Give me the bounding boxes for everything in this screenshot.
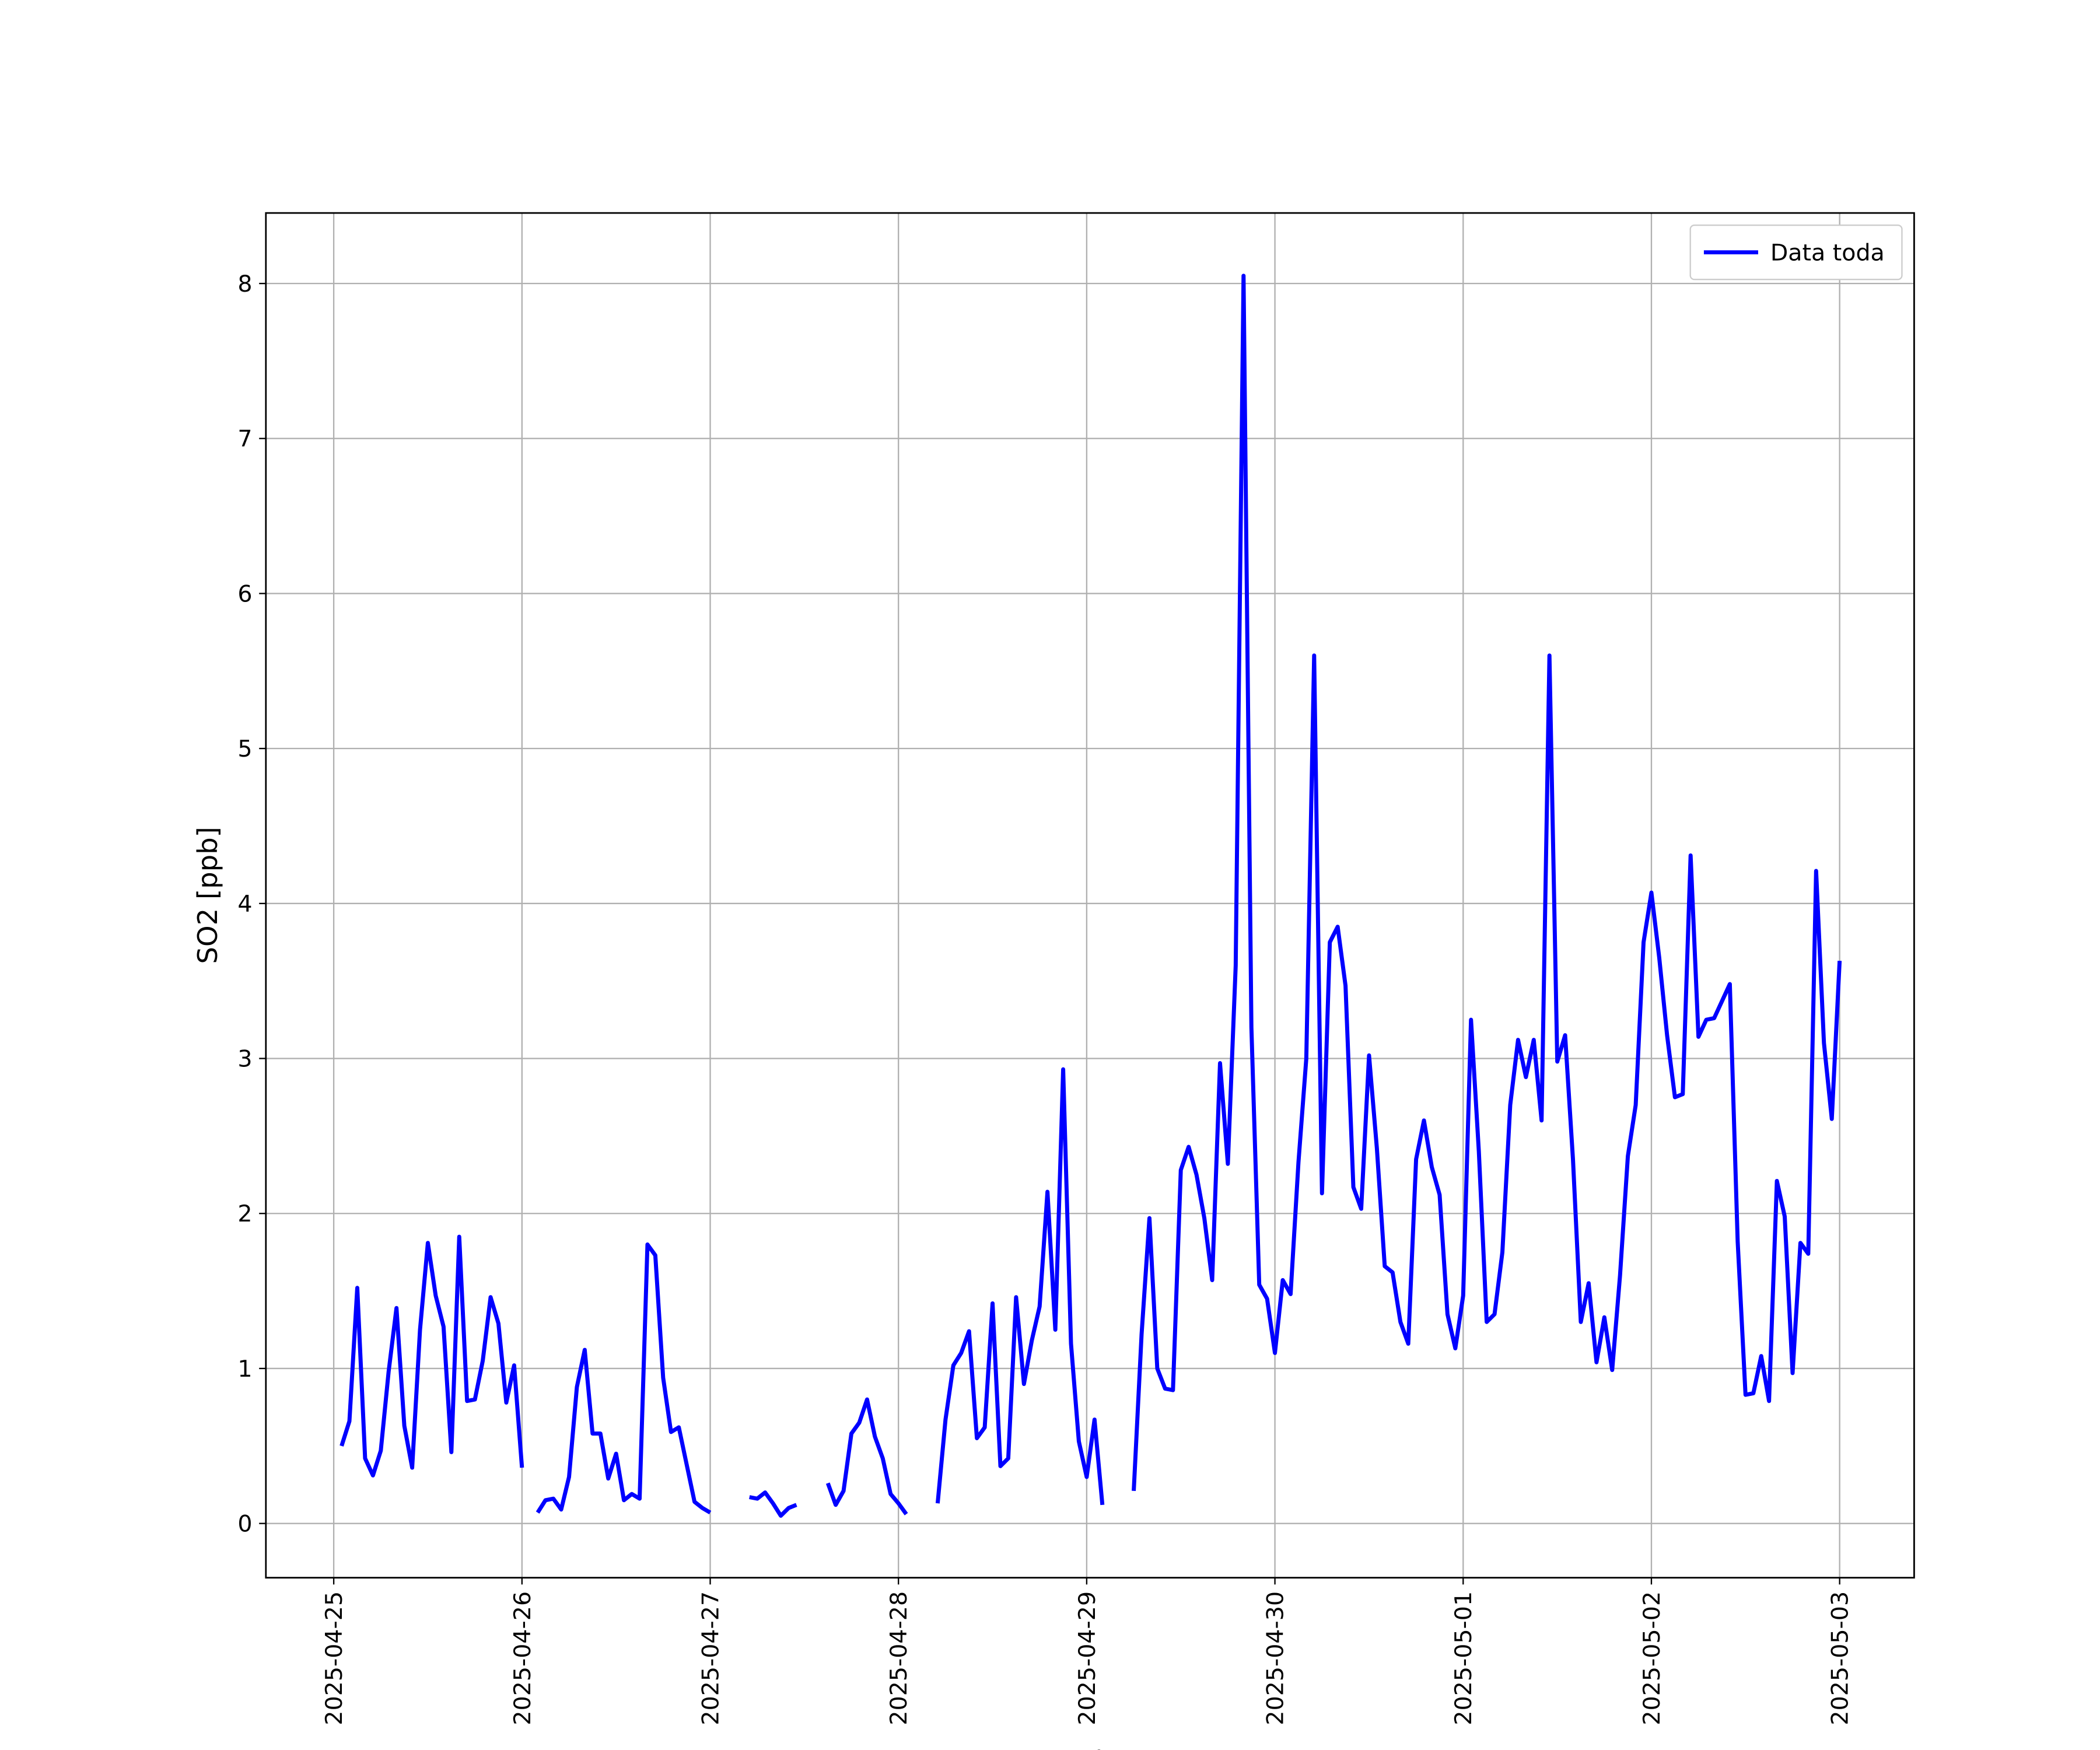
legend-label: Data toda bbox=[1770, 240, 1885, 267]
x-tick-label: 2025-05-03 bbox=[1827, 1591, 1854, 1726]
x-tick-label: 2025-04-27 bbox=[697, 1591, 724, 1726]
legend-box bbox=[1689, 224, 1903, 281]
y-tick-label: 0 bbox=[237, 1511, 252, 1538]
x-tick-label: 2025-04-28 bbox=[886, 1591, 912, 1726]
x-axis-label: Fecha bbox=[1049, 1745, 1129, 1750]
x-tick-label: 2025-05-02 bbox=[1639, 1591, 1665, 1726]
y-tick-label: 3 bbox=[237, 1045, 252, 1072]
x-tick-label: 2025-04-25 bbox=[321, 1591, 348, 1726]
y-axis-label: SO2 [ppb] bbox=[192, 827, 223, 964]
y-tick-label: 6 bbox=[237, 580, 252, 607]
y-tick-label: 5 bbox=[237, 736, 252, 762]
y-tick-label: 7 bbox=[237, 426, 252, 453]
x-tick-label: 2025-04-29 bbox=[1074, 1591, 1101, 1726]
x-tick-label: 2025-04-30 bbox=[1262, 1591, 1289, 1726]
x-tick-label: 2025-05-01 bbox=[1450, 1591, 1477, 1726]
y-tick-label: 4 bbox=[237, 891, 252, 918]
y-tick-label: 2 bbox=[237, 1200, 252, 1227]
x-tick-label: 2025-04-26 bbox=[509, 1591, 536, 1726]
y-tick-label: 1 bbox=[237, 1356, 252, 1382]
y-tick-label: 8 bbox=[237, 271, 252, 298]
data-line bbox=[340, 274, 1842, 1518]
plot-frame bbox=[265, 212, 1915, 1579]
